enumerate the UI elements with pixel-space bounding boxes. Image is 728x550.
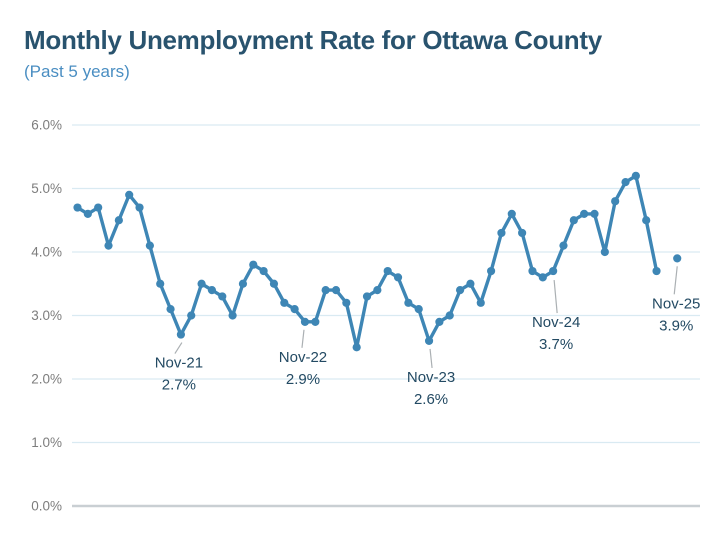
y-tick-label: 2.0% xyxy=(31,372,62,387)
data-point xyxy=(476,298,485,307)
data-point xyxy=(497,228,506,238)
annotation-month-label: Nov-25 xyxy=(652,295,700,312)
annotation-value-label: 2.9% xyxy=(286,371,320,388)
annotation-leader-line xyxy=(553,279,558,314)
data-point xyxy=(631,171,640,180)
annotation-leader-line xyxy=(174,342,183,354)
annotation-leader-line xyxy=(429,348,433,368)
data-point xyxy=(218,292,227,301)
data-point xyxy=(311,317,320,326)
data-point xyxy=(445,311,454,320)
data-point xyxy=(269,279,279,288)
annotation-month-label: Nov-23 xyxy=(407,369,455,386)
data-point xyxy=(673,254,682,263)
data-point xyxy=(466,279,475,288)
data-point xyxy=(528,266,537,276)
data-point xyxy=(569,216,578,225)
data-point xyxy=(94,203,103,212)
chart-subtitle: (Past 5 years) xyxy=(24,61,130,81)
data-point xyxy=(580,209,589,218)
data-point xyxy=(321,286,330,295)
y-tick-label: 5.0% xyxy=(31,181,62,196)
annotation-leader-line xyxy=(673,266,678,295)
data-point xyxy=(642,216,651,225)
data-point xyxy=(125,190,134,199)
annotation-value-label: 3.9% xyxy=(659,317,693,334)
data-point xyxy=(393,273,403,282)
y-tick-label: 4.0% xyxy=(31,245,62,260)
data-point xyxy=(114,216,123,225)
data-point xyxy=(280,298,289,307)
data-point xyxy=(373,286,382,295)
data-point xyxy=(290,305,299,314)
data-point xyxy=(176,330,185,339)
annotation-value-label: 2.6% xyxy=(414,391,448,408)
annotation-value-label: 3.7% xyxy=(539,336,573,353)
y-tick-label: 3.0% xyxy=(31,308,62,323)
annotation-month-label: Nov-22 xyxy=(279,349,327,366)
data-point xyxy=(600,247,609,257)
data-point xyxy=(166,305,175,314)
chart-header: Monthly Unemployment Rate for Ottawa Cou… xyxy=(24,26,714,82)
data-point xyxy=(187,311,196,320)
data-point xyxy=(404,298,413,307)
data-point xyxy=(238,279,248,288)
data-point xyxy=(342,298,351,307)
data-point xyxy=(507,209,516,218)
annotation-month-label: Nov-24 xyxy=(532,314,580,331)
y-tick-label: 1.0% xyxy=(31,435,62,450)
data-point xyxy=(652,266,661,276)
data-point xyxy=(207,286,217,295)
data-point xyxy=(228,311,237,320)
y-tick-label: 0.0% xyxy=(31,499,62,514)
data-point xyxy=(424,336,434,345)
data-point xyxy=(83,209,92,218)
data-point xyxy=(104,241,113,250)
data-point xyxy=(414,305,423,314)
data-point xyxy=(435,317,444,326)
data-point xyxy=(73,203,82,212)
data-point xyxy=(590,209,599,218)
data-point xyxy=(300,317,310,326)
data-point xyxy=(145,241,154,250)
y-tick-label: 6.0% xyxy=(31,118,62,133)
chart-title: Monthly Unemployment Rate for Ottawa Cou… xyxy=(24,25,602,55)
annotation-month-label: Nov-21 xyxy=(155,355,203,372)
data-point xyxy=(156,279,165,288)
data-point xyxy=(538,273,547,282)
data-point xyxy=(383,266,392,276)
data-point xyxy=(197,279,206,288)
data-point xyxy=(549,266,558,276)
data-point xyxy=(331,286,341,295)
data-point xyxy=(362,292,372,301)
data-point xyxy=(559,241,568,250)
data-point xyxy=(518,228,527,238)
annotation-value-label: 2.7% xyxy=(162,377,196,394)
data-point xyxy=(259,266,268,276)
data-point xyxy=(621,178,630,187)
data-point xyxy=(611,197,620,206)
annotation-leader-line xyxy=(301,329,305,348)
data-point xyxy=(487,266,496,276)
data-point xyxy=(249,260,258,269)
data-point xyxy=(352,343,361,352)
data-point xyxy=(135,203,144,212)
data-point xyxy=(455,286,465,295)
